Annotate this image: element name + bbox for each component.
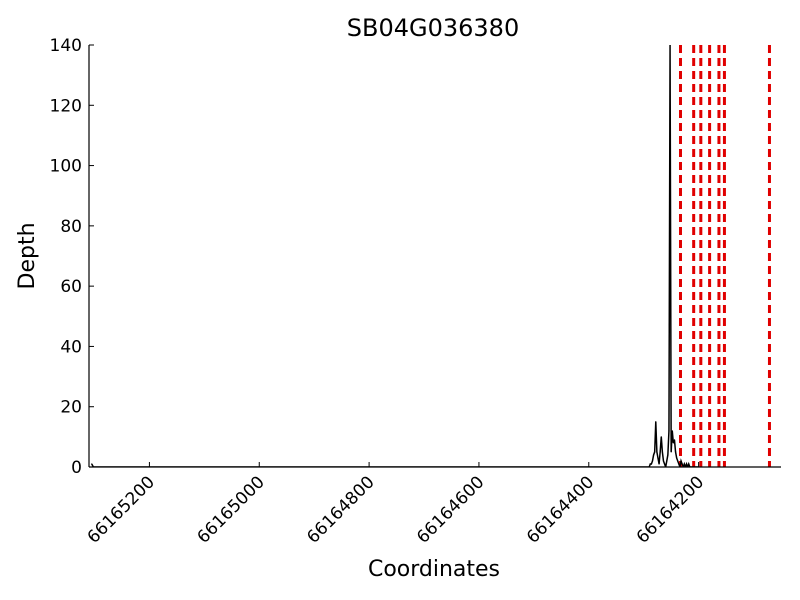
depth-point bbox=[685, 463, 688, 465]
depth-point bbox=[91, 463, 93, 465]
y-tick-label: 120 bbox=[50, 96, 82, 116]
depth-point bbox=[662, 460, 665, 462]
depth-point bbox=[651, 460, 654, 462]
depth-point bbox=[668, 430, 670, 432]
depth-point bbox=[676, 457, 678, 459]
depth-point bbox=[660, 436, 662, 438]
y-tick-label: 0 bbox=[71, 458, 82, 478]
y-axis-label: Depth bbox=[15, 222, 40, 289]
depth-point bbox=[663, 463, 666, 465]
depth-point bbox=[669, 45, 671, 46]
x-tick-label: 66165000 bbox=[193, 472, 268, 547]
depth-point bbox=[659, 451, 661, 453]
depth-point bbox=[650, 463, 652, 465]
y-tick-label: 60 bbox=[60, 277, 82, 297]
depth-point bbox=[657, 457, 659, 459]
depth-point bbox=[655, 421, 657, 423]
x-tick-label: 66164400 bbox=[523, 472, 598, 547]
depth-point bbox=[652, 454, 655, 456]
depth-point bbox=[673, 439, 676, 441]
depth-point bbox=[666, 460, 668, 462]
depth-point bbox=[674, 451, 677, 453]
depth-point bbox=[656, 451, 658, 453]
depth-point bbox=[678, 463, 680, 465]
depth-point bbox=[688, 463, 690, 465]
depth-point bbox=[680, 460, 682, 462]
depth-series-line-0 bbox=[91, 45, 699, 467]
x-axis-label: Coordinates bbox=[368, 557, 500, 582]
depth-point bbox=[658, 463, 660, 465]
plot-area bbox=[91, 45, 771, 467]
depth-point bbox=[654, 451, 656, 453]
y-tick-label: 140 bbox=[50, 36, 82, 56]
depth-point bbox=[681, 463, 683, 465]
depth-point bbox=[677, 460, 679, 462]
y-tick-label: 40 bbox=[60, 337, 82, 357]
y-tick-label: 80 bbox=[60, 217, 82, 237]
x-tick-label: 66165200 bbox=[84, 472, 159, 547]
depth-point bbox=[670, 451, 672, 453]
x-tick-label: 66164800 bbox=[303, 472, 378, 547]
x-tick-label: 66164600 bbox=[413, 472, 488, 547]
depth-point bbox=[667, 454, 669, 456]
depth-point bbox=[649, 463, 651, 465]
depth-point bbox=[672, 442, 674, 444]
y-tick-label: 20 bbox=[60, 398, 82, 418]
y-tick-label: 100 bbox=[50, 157, 82, 177]
depth-point bbox=[683, 463, 685, 465]
depth-point bbox=[661, 451, 663, 453]
x-tick-label: 66164200 bbox=[633, 472, 708, 547]
chart-title: SB04G036380 bbox=[347, 14, 519, 42]
depth-point bbox=[671, 430, 673, 432]
